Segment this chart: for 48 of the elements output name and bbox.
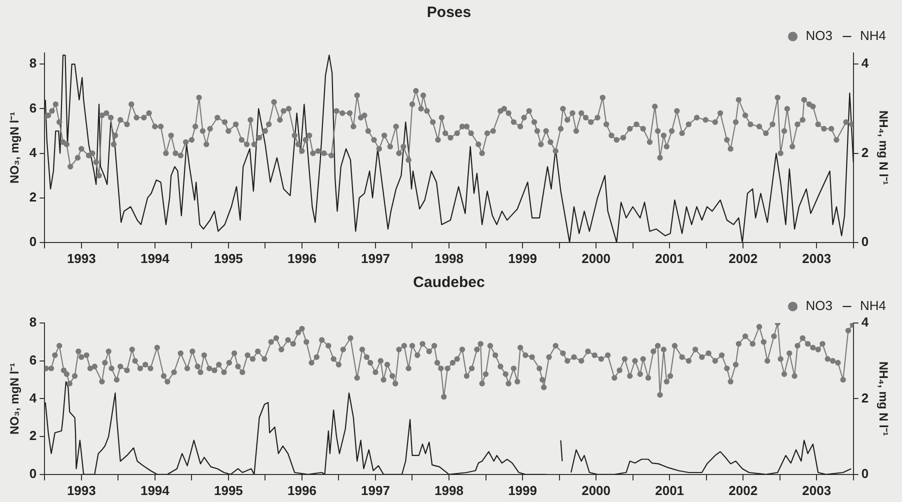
x-tick-label: 1998 [434,250,464,266]
x-tick-label: 1993 [66,482,96,498]
x-tick-label: 2000 [582,482,611,498]
y2-tick-label: 2 [861,390,869,406]
x-tick-label: 2000 [582,250,611,266]
x-tick-label: 2003 [802,250,832,266]
x-tick-label: 1993 [66,250,96,266]
y-tick-label: 0 [29,234,37,249]
y2-tick-label: 0 [861,466,869,481]
chart-title: Poses [426,4,472,22]
x-tick-label: 2002 [728,250,758,266]
x-tick-label: 1998 [434,482,464,498]
y-axis-title: NO₃, mgN l⁻¹ [8,362,22,434]
x-tick-label: 2001 [655,250,684,266]
x-tick-label: 1996 [287,482,316,498]
legend-label: NH4 [860,28,886,44]
y-tick-label: 4 [29,144,38,160]
y-tick-label: 2 [29,189,37,204]
x-tick-label: 1994 [140,482,170,498]
y2-axis-title: NH₄, mg N l⁻¹ [876,362,890,436]
x-tick-label: 1999 [508,482,537,498]
y2-tick-label: 0 [861,234,869,249]
x-tick-label: 2002 [728,482,758,498]
y-tick-label: 6 [29,100,37,116]
x-tick-label: 1997 [361,250,390,266]
y2-tick-label: 4 [861,314,870,330]
x-tick-label: 1996 [287,250,316,266]
y-tick-label: 8 [29,56,37,71]
legend-label: NH4 [860,298,886,314]
y-tick-label: 6 [29,352,37,368]
x-tick-label: 2003 [802,482,832,498]
y2-tick-label: 4 [861,56,870,71]
x-tick-label: 1995 [214,250,243,266]
x-tick-label: 1997 [361,482,390,498]
y2-tick-label: 2 [861,144,869,160]
y-tick-label: 4 [29,390,38,406]
y-tick-label: 0 [29,466,37,481]
y-axis-title: NO₃, mgN l⁻¹ [8,112,22,184]
chart-title: Caudebec [413,274,485,292]
x-tick-label: 1999 [508,250,537,266]
x-tick-label: 2001 [655,482,684,498]
y-tick-label: 2 [29,428,37,444]
y2-axis-title: NH₄, mg N l⁻¹ [876,110,890,185]
y-tick-label: 8 [29,314,37,330]
x-tick-label: 1995 [214,482,243,498]
legend-label: NO3 [806,298,832,314]
x-tick-label: 1994 [140,250,170,266]
legend-label: NO3 [806,28,832,44]
